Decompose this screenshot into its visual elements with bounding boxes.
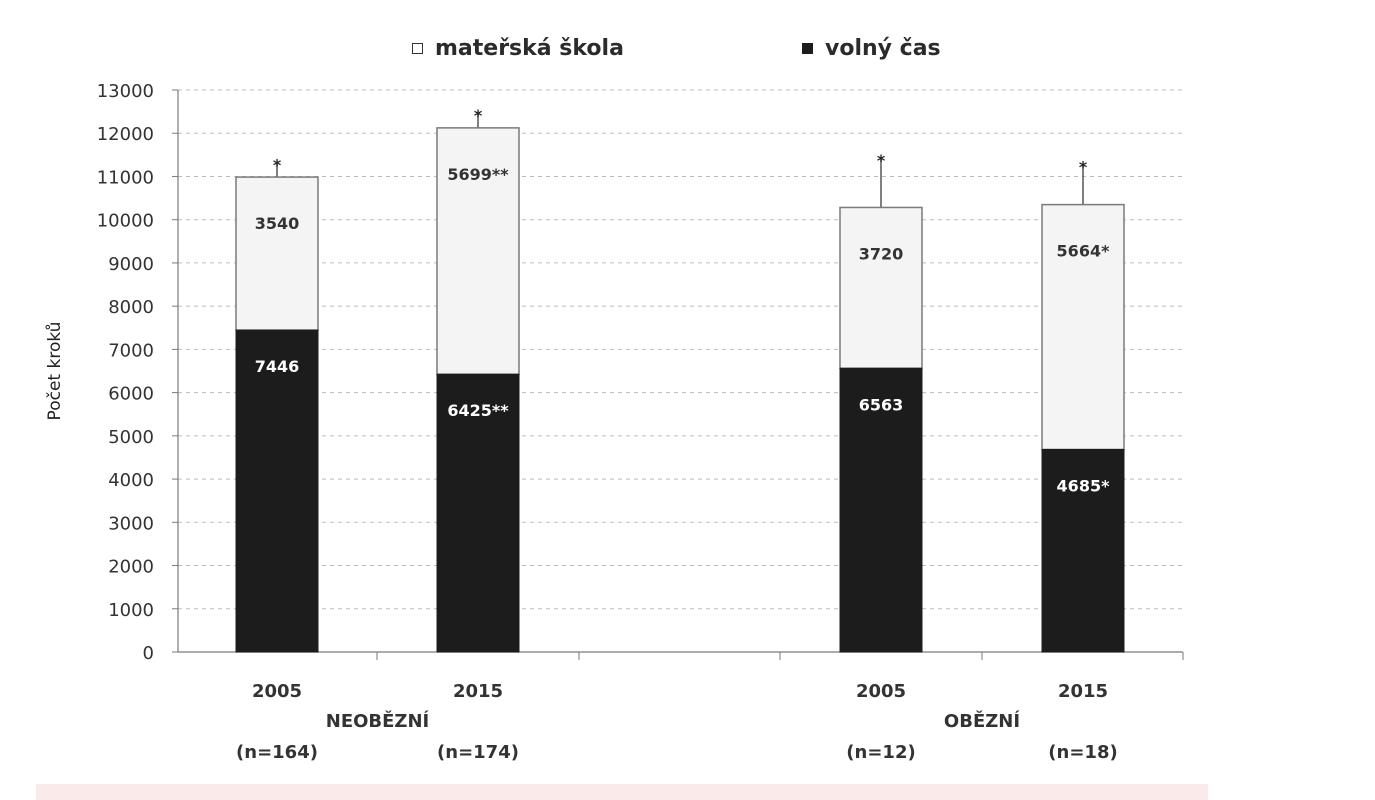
x-label-n-2: (n=12) <box>846 742 915 763</box>
bar-volny-cas-0 <box>235 329 319 653</box>
x-label-year-1: 2015 <box>453 681 503 702</box>
y-tick-label-2000: 2000 <box>108 557 154 578</box>
y-tick-label-7000: 7000 <box>108 340 154 361</box>
significance-mark-2: * <box>877 151 886 170</box>
value-label-volny-cas-0: 7446 <box>255 357 300 376</box>
legend-label-materska-skola: mateřská škola <box>435 36 624 61</box>
y-tick-label-8000: 8000 <box>108 297 154 318</box>
bar-materska-skola-2 <box>839 206 923 370</box>
legend-item-materska-skola: mateřská škola <box>412 36 624 61</box>
bar-volny-cas-1 <box>436 373 520 653</box>
significance-mark-3: * <box>1079 158 1088 177</box>
legend-label-volny-cas: volný čas <box>825 36 941 61</box>
value-label-materska-skola-1: 5699** <box>447 165 509 184</box>
bar-volny-cas-2 <box>839 367 923 653</box>
bar-materska-skola-3 <box>1041 203 1125 451</box>
y-tick-label-4000: 4000 <box>108 470 154 491</box>
x-label-year-2: 2005 <box>856 681 906 702</box>
value-label-materska-skola-3: 5664* <box>1057 242 1111 261</box>
value-label-volny-cas-1: 6425** <box>447 401 509 420</box>
y-tick-label-11000: 11000 <box>97 167 154 188</box>
legend-swatch-volny-cas <box>802 43 813 54</box>
x-label-year-0: 2005 <box>252 681 302 702</box>
legend-swatch-materska-skola <box>412 43 423 54</box>
y-tick-label-6000: 6000 <box>108 384 154 405</box>
significance-mark-1: * <box>474 106 483 125</box>
y-tick-label-10000: 10000 <box>97 211 154 232</box>
bar-volny-cas-3 <box>1041 448 1125 653</box>
y-tick-label-3000: 3000 <box>108 513 154 534</box>
value-label-materska-skola-2: 3720 <box>859 244 904 263</box>
chart-legend: mateřská škola volný čas <box>0 36 1375 68</box>
y-tick-label-12000: 12000 <box>97 124 154 145</box>
y-tick-label-1000: 1000 <box>108 600 154 621</box>
y-tick-label-5000: 5000 <box>108 427 154 448</box>
footer-band <box>36 784 1208 800</box>
bar-materska-skola-0 <box>235 176 319 331</box>
y-tick-label-0: 0 <box>143 643 154 664</box>
value-label-volny-cas-2: 6563 <box>859 395 904 414</box>
value-label-materska-skola-0: 3540 <box>255 214 300 233</box>
value-label-volny-cas-3: 4685* <box>1057 476 1111 495</box>
y-tick-label-13000: 13000 <box>97 81 154 102</box>
group-label-1: OBĚZNÍ <box>944 710 1020 732</box>
x-label-n-3: (n=18) <box>1048 742 1117 763</box>
y-axis-label: Počet kroků <box>45 322 65 421</box>
legend-item-volny-cas: volný čas <box>802 36 941 61</box>
x-label-n-0: (n=164) <box>236 742 318 763</box>
y-tick-label-9000: 9000 <box>108 254 154 275</box>
x-label-n-1: (n=174) <box>437 742 519 763</box>
x-label-year-3: 2015 <box>1058 681 1108 702</box>
significance-mark-0: * <box>273 155 282 174</box>
group-label-0: NEOBĚZNÍ <box>326 710 430 732</box>
